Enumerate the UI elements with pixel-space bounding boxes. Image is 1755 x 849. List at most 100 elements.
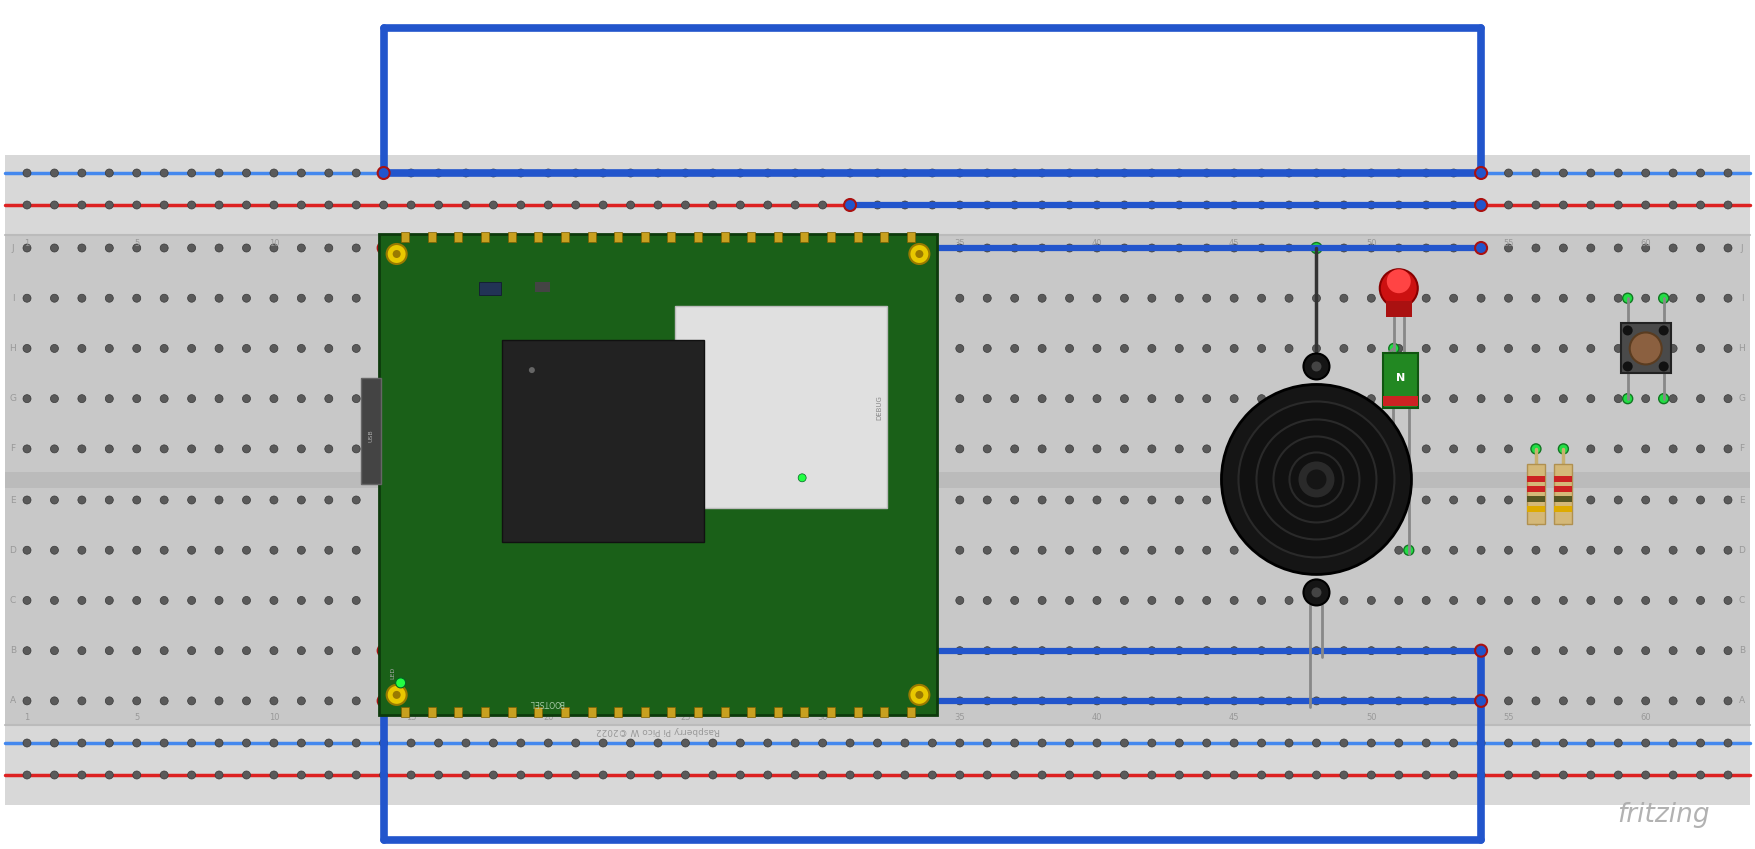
Circle shape	[1450, 697, 1458, 705]
Circle shape	[928, 739, 937, 747]
Circle shape	[1697, 771, 1704, 779]
Circle shape	[709, 395, 716, 402]
Circle shape	[1093, 445, 1100, 453]
Circle shape	[544, 647, 553, 655]
Circle shape	[544, 445, 553, 453]
Circle shape	[1641, 546, 1650, 554]
Text: 50: 50	[1365, 713, 1376, 722]
Circle shape	[737, 244, 744, 252]
Circle shape	[1450, 739, 1458, 747]
Circle shape	[655, 169, 662, 177]
Text: 10: 10	[269, 239, 279, 248]
Circle shape	[51, 295, 58, 302]
Circle shape	[1504, 597, 1513, 604]
Bar	[853, 232, 862, 242]
Circle shape	[928, 546, 937, 554]
Circle shape	[1313, 244, 1320, 252]
Circle shape	[23, 345, 32, 352]
Circle shape	[133, 345, 140, 352]
Circle shape	[655, 697, 662, 705]
Circle shape	[325, 244, 333, 252]
Circle shape	[407, 739, 416, 747]
Circle shape	[1367, 546, 1376, 554]
Circle shape	[1285, 201, 1293, 209]
Circle shape	[818, 201, 827, 209]
Circle shape	[763, 395, 772, 402]
Circle shape	[1285, 445, 1293, 453]
Circle shape	[792, 546, 799, 554]
Circle shape	[1395, 395, 1402, 402]
Circle shape	[1560, 697, 1567, 705]
Bar	[721, 232, 728, 242]
Text: 30: 30	[818, 713, 828, 722]
Circle shape	[242, 739, 251, 747]
Circle shape	[1299, 462, 1334, 498]
Circle shape	[598, 445, 607, 453]
Circle shape	[216, 647, 223, 655]
Circle shape	[1339, 496, 1348, 504]
Circle shape	[490, 201, 497, 209]
Circle shape	[353, 771, 360, 779]
Text: 60: 60	[1641, 239, 1651, 248]
Circle shape	[51, 244, 58, 252]
Circle shape	[544, 697, 553, 705]
Circle shape	[1532, 597, 1539, 604]
Circle shape	[874, 546, 881, 554]
Circle shape	[846, 597, 855, 604]
Circle shape	[1723, 496, 1732, 504]
Circle shape	[216, 201, 223, 209]
Circle shape	[516, 771, 525, 779]
Text: B: B	[11, 646, 16, 655]
Circle shape	[983, 169, 992, 177]
Text: 20: 20	[542, 713, 553, 722]
Circle shape	[1176, 295, 1183, 302]
Circle shape	[407, 697, 416, 705]
Circle shape	[395, 678, 405, 688]
Text: 45: 45	[1228, 239, 1239, 248]
Circle shape	[1148, 496, 1157, 504]
Circle shape	[900, 169, 909, 177]
Circle shape	[627, 546, 635, 554]
Circle shape	[1176, 201, 1183, 209]
Circle shape	[353, 201, 360, 209]
Circle shape	[490, 169, 497, 177]
Circle shape	[681, 546, 690, 554]
Circle shape	[534, 243, 544, 254]
Circle shape	[1478, 169, 1485, 177]
Circle shape	[23, 201, 32, 209]
Circle shape	[900, 445, 909, 453]
Circle shape	[353, 395, 360, 402]
Circle shape	[874, 445, 881, 453]
Circle shape	[763, 546, 772, 554]
Circle shape	[242, 169, 251, 177]
Circle shape	[874, 647, 881, 655]
Circle shape	[1313, 647, 1320, 655]
Circle shape	[435, 739, 442, 747]
Circle shape	[516, 697, 525, 705]
Circle shape	[77, 169, 86, 177]
Circle shape	[1339, 697, 1348, 705]
Circle shape	[572, 295, 579, 302]
Circle shape	[1202, 395, 1211, 402]
Circle shape	[772, 695, 783, 706]
Circle shape	[874, 771, 881, 779]
Circle shape	[1532, 244, 1539, 252]
Circle shape	[1615, 169, 1622, 177]
Circle shape	[1395, 771, 1402, 779]
Text: 15: 15	[405, 239, 416, 248]
Circle shape	[407, 244, 416, 252]
Circle shape	[216, 739, 223, 747]
Circle shape	[1615, 739, 1622, 747]
Circle shape	[681, 739, 690, 747]
Text: F: F	[11, 444, 16, 453]
Circle shape	[51, 345, 58, 352]
Circle shape	[1258, 546, 1265, 554]
Circle shape	[133, 697, 140, 705]
Circle shape	[490, 739, 497, 747]
Circle shape	[1615, 395, 1622, 402]
Circle shape	[1587, 295, 1595, 302]
Circle shape	[160, 345, 168, 352]
Circle shape	[874, 395, 881, 402]
Circle shape	[1422, 597, 1430, 604]
Circle shape	[983, 295, 992, 302]
